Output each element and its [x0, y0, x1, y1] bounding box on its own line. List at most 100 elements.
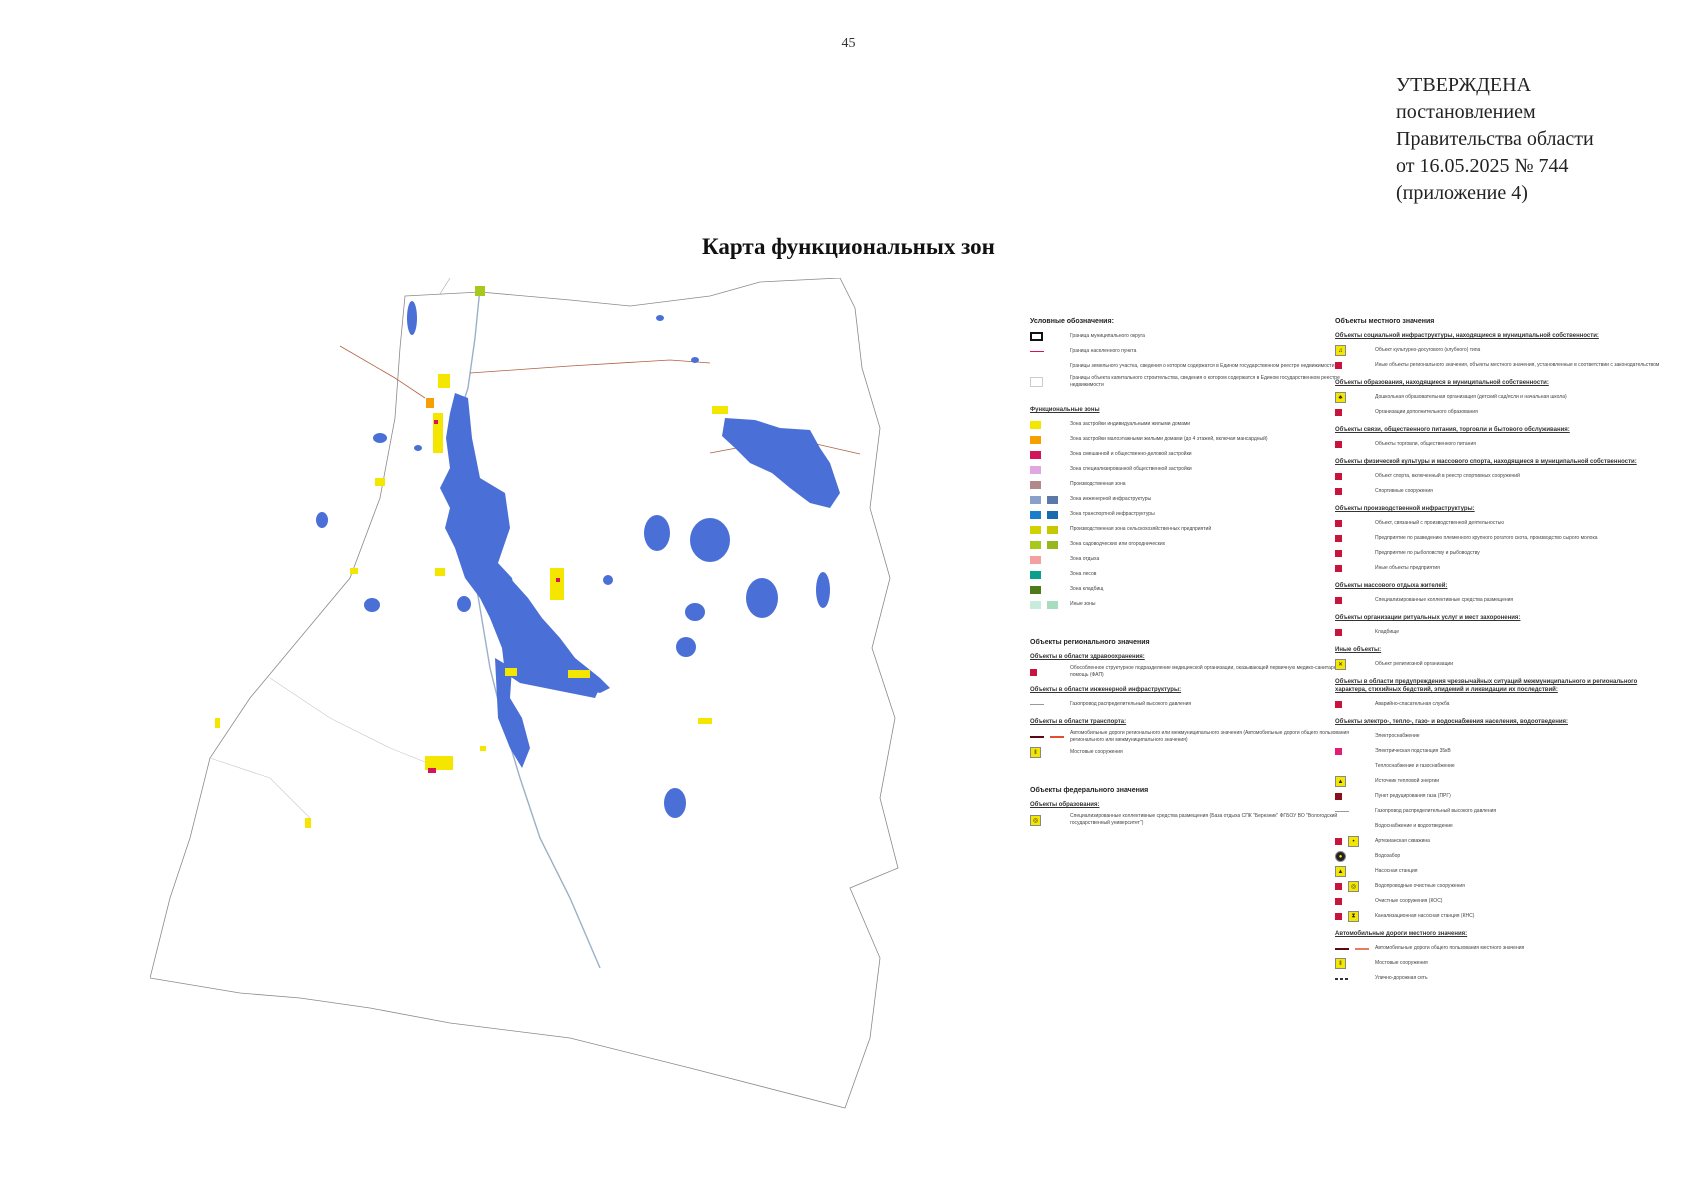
legend-row: Электрическая подстанция 35кВ	[1335, 745, 1665, 758]
legend-label: Электроснабжение	[1375, 733, 1420, 739]
legend-local: Объекты местного значения Объекты социал…	[1335, 318, 1665, 987]
legend-row: Предприятие по рыболовству и рыбоводству	[1335, 547, 1665, 560]
production-icon	[1335, 520, 1342, 527]
farm-icon	[1335, 535, 1342, 542]
legend-subheading: Функциональные зоны	[1030, 407, 1100, 413]
legend-row: Автомобильные дороги регионального или м…	[1030, 730, 1360, 744]
lake	[685, 603, 705, 621]
legend-label: Зона отдыха	[1070, 556, 1100, 562]
street-network-icon	[1335, 977, 1349, 980]
settlement-zone	[305, 818, 311, 828]
legend-row: Зона застройки индивидуальными жилыми до…	[1030, 418, 1360, 431]
lake	[816, 572, 830, 608]
legend-heading: Объекты регионального значения	[1030, 639, 1150, 646]
sewage-pump-icon: ⧗	[1348, 911, 1359, 922]
legend-label: Предприятие по рыболовству и рыбоводству	[1375, 550, 1480, 556]
legend-row: Границы земельного участка, сведения о к…	[1030, 360, 1360, 373]
legend-row: Теплоснабжение и газоснабжение	[1335, 760, 1665, 773]
zone-swatch	[1047, 525, 1058, 534]
legend-row: Очистные сооружения (КОС)	[1335, 895, 1665, 908]
legend-row: Организации дополнительного образования	[1335, 406, 1665, 419]
legend-row: Иные объекты регионального значения, объ…	[1335, 359, 1665, 372]
settlement-zone	[435, 568, 445, 576]
settlement-zone	[698, 718, 712, 724]
cemetery-icon	[1335, 629, 1342, 636]
zone-swatch	[1030, 495, 1041, 504]
legend-row: Производственная зона сельскохозяйственн…	[1030, 523, 1360, 536]
settlement-zone	[433, 413, 443, 453]
lake	[414, 445, 422, 451]
boundary-symbol	[1030, 377, 1043, 387]
lake	[316, 512, 328, 528]
legend-row: Производственная зона	[1030, 478, 1360, 491]
legend-label: Улично-дорожная сеть	[1375, 975, 1428, 981]
lake	[508, 578, 610, 693]
legend-label: Кладбище	[1375, 629, 1400, 635]
legend-label: Зона садоводческих или огороднических	[1070, 541, 1166, 547]
map-title: Карта функциональных зон	[702, 234, 995, 259]
lake	[571, 685, 579, 691]
legend-label: Зона транспортной инфраструктуры	[1070, 511, 1155, 517]
settlement-zone	[712, 406, 728, 414]
legend-heading: Объекты местного значения	[1335, 318, 1435, 325]
road	[269, 677, 441, 769]
gas-pipeline-icon	[1030, 704, 1044, 705]
approval-stamp: УТВЕРЖДЕНА постановлением Правительства …	[1396, 72, 1686, 207]
legend-row: Зона кладбищ	[1030, 583, 1360, 596]
road	[469, 359, 711, 374]
legend-label: Зона специализированной общественной зас…	[1070, 466, 1192, 472]
legend-row: Электроснабжение	[1335, 730, 1665, 743]
zone-swatch	[1030, 525, 1041, 534]
legend-row: Газопровод распределительный высокого да…	[1030, 698, 1360, 711]
object-icon	[1335, 362, 1342, 369]
functional-zone-map	[150, 278, 950, 1114]
legend-label: Граница муниципального округа	[1070, 333, 1145, 339]
legend-subheading: Автомобильные дороги местного значения:	[1335, 931, 1468, 937]
legend-row: ◎ Водопроводные очистные сооружения	[1335, 880, 1665, 893]
legend-label: Газопровод распределительный высокого да…	[1375, 808, 1497, 814]
lake	[691, 357, 699, 363]
rescue-icon	[1335, 701, 1342, 708]
gas-point-icon	[1335, 793, 1342, 800]
legend-row: Улично-дорожная сеть	[1335, 972, 1665, 985]
legend-row: Газопровод распределительный высокого да…	[1335, 805, 1665, 818]
road-icon	[1050, 736, 1064, 738]
legend-subheading: Объекты в области инженерной инфраструкт…	[1030, 687, 1182, 693]
legend-label: Мостовые сооружения	[1070, 749, 1123, 755]
fishery-icon	[1335, 550, 1342, 557]
settlement-zone	[505, 668, 517, 676]
education-icon	[1335, 409, 1342, 416]
legend-subheading: Объекты социальной инфраструктуры, наход…	[1335, 333, 1599, 339]
settlement-zone	[350, 568, 358, 574]
legend-label: Зона кладбищ	[1070, 586, 1104, 592]
settlement-zone	[426, 398, 434, 408]
settlement-zone	[475, 286, 485, 296]
legend-label: Объект спорта, включенный в реестр спорт…	[1375, 473, 1520, 479]
legend-label: Организации дополнительного образования	[1375, 409, 1478, 415]
legend-row: Спортивные сооружения	[1335, 485, 1665, 498]
legend-heading: Условные обозначения:	[1030, 318, 1114, 325]
legend-row: Зона лесов	[1030, 568, 1360, 581]
lake	[676, 637, 696, 657]
legend-row: Зона садоводческих или огороднических	[1030, 538, 1360, 551]
sport-icon	[1335, 488, 1342, 495]
water-treatment-icon: ◎	[1348, 881, 1359, 892]
legend-row: Иные объекты предприятия	[1335, 562, 1665, 575]
approval-line: от 16.05.2025 № 744	[1396, 155, 1569, 177]
church-icon: ✕	[1335, 659, 1346, 670]
sport-icon	[1335, 473, 1342, 480]
approval-line: УТВЕРЖДЕНА	[1396, 74, 1532, 96]
heat-source-icon: ▲	[1335, 776, 1346, 787]
legend-row: Пункт редуцирования газа (ПРГ)	[1335, 790, 1665, 803]
legend-row: Предприятие по разведению племенного кру…	[1335, 532, 1665, 545]
zone-swatch	[1030, 450, 1041, 459]
legend-row: • Артезианская скважина	[1335, 835, 1665, 848]
boundary-symbol	[1030, 351, 1044, 352]
legend-label: Автомобильные дороги регионального или м…	[1070, 730, 1350, 743]
zone-swatch	[1047, 540, 1058, 549]
legend-row: ▲ Насосная станция	[1335, 865, 1665, 878]
lake	[664, 788, 686, 818]
zone-swatch	[1030, 555, 1041, 564]
legend-row: Граница населенного пункта	[1030, 345, 1360, 358]
settlement-zone	[480, 746, 486, 751]
